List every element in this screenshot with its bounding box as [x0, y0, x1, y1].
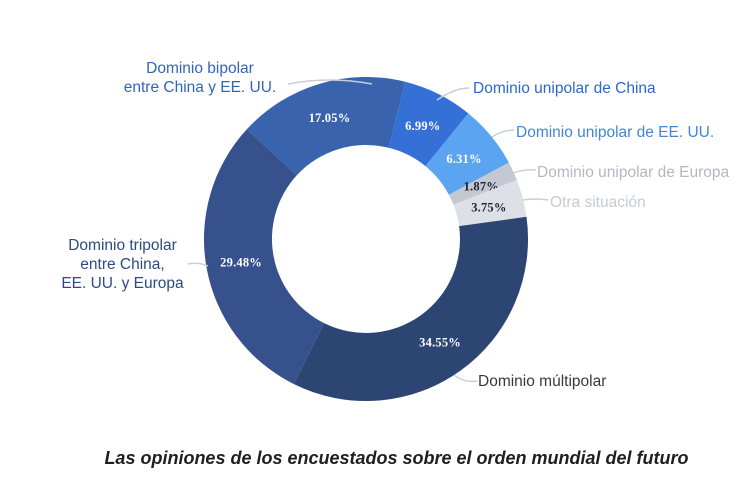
label-line: entre China y EE. UU. [123, 79, 277, 96]
leader-line-1 [491, 129, 515, 138]
pie-slice-percent-0: 6.99% [405, 119, 440, 133]
leader-line-6 [287, 79, 373, 85]
pie-slice-1 [425, 113, 509, 195]
leader-line-3 [522, 198, 549, 201]
leader-line-5 [187, 262, 209, 267]
label-line: Dominio tripolar [68, 237, 177, 254]
label-dominio-bipolar: Dominio bipolar entre China y EE. UU. [85, 59, 315, 97]
pie-slice-2 [448, 162, 517, 205]
label-line: EE. UU. y Europa [61, 275, 184, 292]
leader-line-4 [453, 374, 478, 383]
leader-line-0 [436, 87, 470, 101]
pie-slice-3 [453, 179, 527, 227]
pie-slice-percent-5: 29.48% [220, 256, 262, 270]
label-dominio-unipolar-europa: Dominio unipolar de Europa [537, 164, 730, 181]
pie-slice-6 [246, 76, 406, 176]
pie-slice-percent-4: 34.55% [419, 336, 461, 350]
pie-slice-percent-3: 3.75% [471, 200, 506, 214]
pie-slice-5 [203, 129, 325, 384]
label-line: entre China, [80, 256, 165, 273]
pie-slice-4 [293, 216, 529, 402]
label-dominio-unipolar-eeuu: Dominio unipolar de EE. UU. [516, 124, 715, 141]
pie-slice-percent-6: 17.05% [309, 111, 351, 125]
leader-line-2 [512, 169, 537, 174]
label-dominio-tripolar: Dominio tripolar entre China, EE. UU. y … [30, 236, 215, 293]
label-line: Dominio bipolar [146, 60, 254, 77]
label-dominio-multipolar: Dominio múltipolar [478, 373, 607, 390]
chart-caption: Las opiniones de los encuestados sobre e… [104, 448, 689, 468]
label-otra-situacion: Otra situación [550, 194, 646, 211]
pie-slice-0 [388, 81, 469, 167]
pie-slice-percent-1: 6.31% [446, 152, 481, 166]
label-dominio-unipolar-china: Dominio unipolar de China [473, 80, 656, 97]
pie-slice-percent-2: 1.87% [464, 179, 499, 193]
